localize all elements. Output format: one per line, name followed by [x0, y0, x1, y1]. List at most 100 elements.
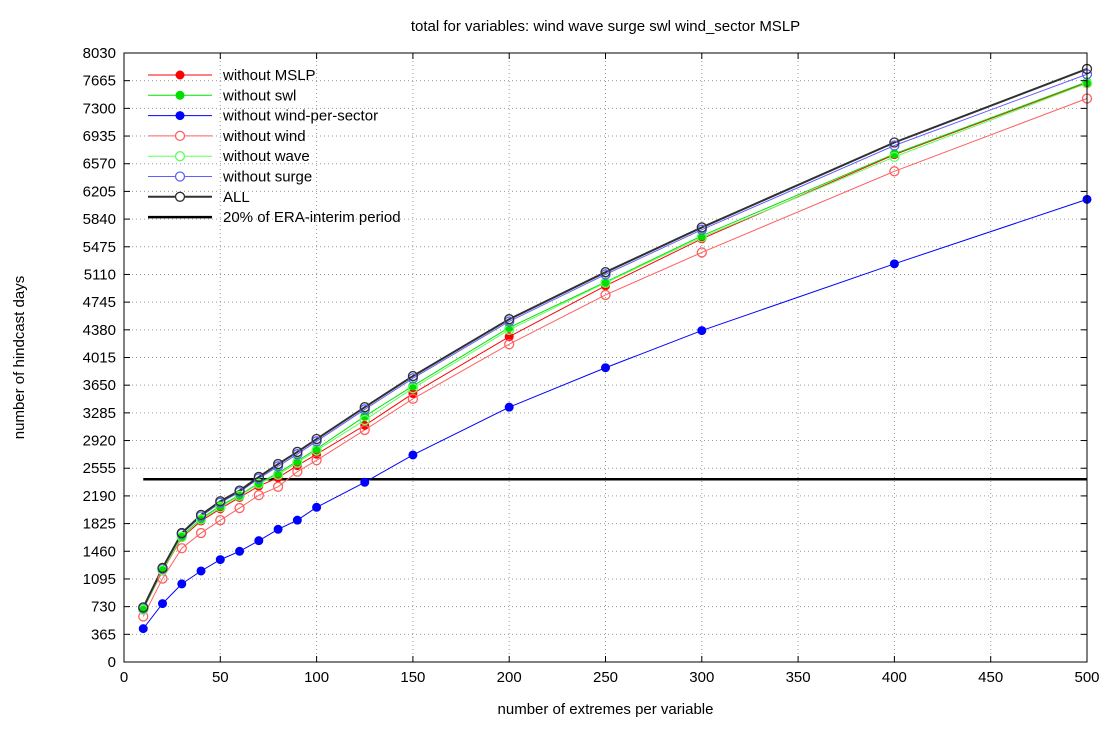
- x-tick-label: 500: [1074, 669, 1099, 686]
- data-point-without-wind-per-sector: [215, 555, 225, 565]
- data-point-without-wind-per-sector: [273, 524, 283, 534]
- legend: without MSLP without swl without wind-per-…: [148, 67, 401, 226]
- data-point-all: [311, 433, 322, 445]
- data-point-without-wave: [504, 324, 515, 335]
- y-tick-label: 6205: [83, 183, 116, 200]
- y-tick-label: 4380: [83, 322, 116, 339]
- legend-marker-without-wind: [174, 130, 186, 142]
- data-point-without-wind-per-sector: [504, 402, 514, 412]
- data-point-without-wind-per-sector: [138, 624, 148, 634]
- series-markers: [138, 63, 1093, 634]
- y-tick-label: 7300: [83, 100, 116, 117]
- data-point-all: [176, 527, 187, 539]
- data-point-without-wind: [504, 339, 515, 350]
- data-point-without-wind: [253, 490, 264, 501]
- data-point-without-wind: [600, 289, 611, 301]
- x-tick-label: 250: [593, 669, 618, 686]
- data-point-without-wave: [292, 457, 303, 468]
- data-point-all: [215, 496, 226, 507]
- y-tick-label: 1095: [83, 571, 116, 588]
- x-tick-label: 450: [978, 669, 1003, 686]
- legend-label-without-swl: without swl: [222, 87, 296, 104]
- x-tick-label: 100: [304, 669, 329, 686]
- y-tick-label: 4015: [83, 350, 116, 367]
- y-tick-labels: 0 365 730 1095 1460 1825 2190 2555 2920 3285 3650 4…: [83, 45, 116, 671]
- data-point-without-wind: [407, 393, 419, 404]
- data-point-without-wind-per-sector: [158, 599, 168, 609]
- x-tick-label: 400: [882, 669, 907, 686]
- data-point-without-wave: [195, 514, 207, 525]
- grid-lines: [124, 53, 1087, 662]
- data-point-all: [600, 267, 611, 278]
- data-point-all: [234, 485, 245, 496]
- data-point-without-surge: [889, 140, 900, 151]
- legend-marker-all: [174, 191, 186, 202]
- x-tick-label: 50: [212, 669, 229, 686]
- y-tick-label: 2190: [83, 488, 116, 505]
- data-point-all: [272, 458, 284, 470]
- data-point-without-wind-per-sector: [601, 363, 610, 373]
- data-point-without-wind: [176, 543, 187, 554]
- data-point-without-wind: [234, 502, 245, 514]
- data-point-without-wind: [195, 527, 207, 539]
- data-point-without-wind: [696, 247, 707, 258]
- data-point-without-wave: [889, 151, 900, 163]
- series-line-all: [142, 67, 1088, 608]
- y-tick-label: 5840: [83, 211, 116, 228]
- data-point-without-wind: [359, 424, 370, 436]
- data-point-without-wind-per-sector: [196, 566, 206, 576]
- y-tick-label: 5110: [84, 266, 116, 283]
- legend-label-without-mslp: without MSLP: [222, 67, 316, 84]
- data-point-all: [696, 222, 707, 233]
- y-tick-label: 1825: [83, 516, 116, 533]
- data-point-all: [253, 471, 264, 483]
- data-point-without-wind: [311, 455, 322, 466]
- y-tick-label: 3285: [83, 405, 116, 422]
- x-tick-label: 350: [786, 669, 811, 686]
- y-tick-label: 8030: [83, 45, 116, 62]
- y-tick-label: 730: [91, 599, 116, 616]
- y-tick-label: 0: [108, 654, 116, 671]
- y-tick-label: 6935: [83, 128, 116, 145]
- x-axis-title: number of extremes per variable: [498, 701, 714, 718]
- data-point-without-wave: [272, 469, 284, 480]
- data-point-all: [292, 446, 303, 458]
- series-line-without-wind-per-sector: [142, 198, 1088, 629]
- y-tick-label: 5475: [83, 239, 116, 256]
- y-tick-label: 2920: [83, 433, 116, 450]
- data-point-without-wave: [234, 490, 245, 502]
- data-point-without-wind-per-sector: [235, 546, 245, 556]
- data-point-all: [407, 370, 419, 382]
- data-point-without-wind-per-sector: [292, 515, 302, 525]
- legend-marker-without-swl: [175, 90, 185, 100]
- x-tick-label: 300: [689, 669, 714, 686]
- data-point-without-wave: [359, 414, 370, 426]
- x-tick-label: 200: [497, 669, 522, 686]
- data-point-without-wave: [215, 502, 226, 513]
- data-point-without-wave: [176, 531, 187, 543]
- x-tick-labels: 0 50 100 150 200 250 300 350 400 450 500: [120, 669, 1100, 686]
- data-point-without-wave: [407, 383, 419, 394]
- data-point-without-wind: [215, 515, 226, 526]
- chart-title: total for variables: wind wave surge swl…: [411, 18, 800, 35]
- y-tick-label: 3650: [83, 377, 116, 394]
- data-point-all: [138, 602, 149, 613]
- data-point-without-wind: [157, 573, 168, 584]
- legend-marker-without-wind-per-sector: [175, 111, 185, 121]
- x-tick-label: 0: [120, 669, 128, 686]
- legend-label-all: ALL: [223, 189, 250, 206]
- y-tick-label: 365: [91, 626, 116, 643]
- y-axis-title: number of hindcast days: [11, 276, 28, 439]
- legend-marker-without-surge: [174, 171, 186, 182]
- data-point-without-wind: [272, 481, 284, 492]
- series-line-without-wind: [142, 98, 1088, 617]
- data-point-all: [157, 562, 168, 574]
- y-tick-label: 7665: [83, 73, 116, 90]
- data-point-without-wind-per-sector: [312, 502, 322, 512]
- data-point-all: [359, 402, 370, 413]
- data-point-all: [195, 509, 207, 521]
- data-point-without-wave: [600, 277, 611, 288]
- y-tick-label: 6570: [83, 156, 116, 173]
